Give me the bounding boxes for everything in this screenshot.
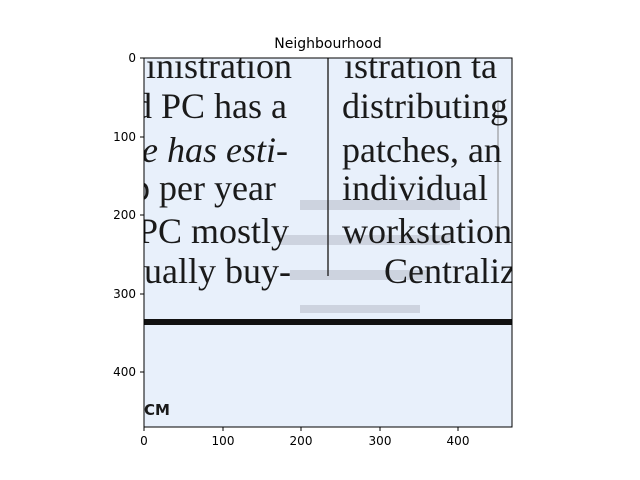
left-line-2: d PC has a — [134, 86, 287, 126]
right-line-5: workstation — [342, 211, 512, 251]
left-line-6: tually buy- — [134, 251, 291, 291]
right-line-2: distributing — [342, 86, 508, 126]
bleed-through — [280, 200, 460, 313]
axes-frame — [143, 57, 513, 428]
left-line-1: inistration — [146, 46, 292, 86]
y-tick-label-100: 100 — [113, 130, 136, 144]
horizontal-rule — [144, 319, 512, 325]
y-tick-label-0: 0 — [128, 51, 136, 65]
right-text-column: istration ta distributing patches, an in… — [342, 46, 516, 291]
right-line-4: individual — [342, 168, 488, 208]
x-tick-label-200: 200 — [290, 434, 313, 448]
x-tick-label-300: 300 — [369, 434, 392, 448]
plot-title: Neighbourhood — [274, 36, 381, 52]
x-tick-label-0: 0 — [140, 434, 148, 448]
y-tick-label-300: 300 — [113, 287, 136, 301]
x-tick-label-100: 100 — [212, 434, 235, 448]
right-line-6: Centraliz — [384, 251, 516, 291]
left-text-column: inistration d PC has a e has esti- p per… — [132, 46, 292, 291]
y-axis: 0 100 200 300 400 — [113, 51, 144, 379]
scanned-image: inistration d PC has a e has esti- p per… — [132, 46, 516, 427]
right-line-1: istration ta — [344, 46, 497, 86]
y-tick-label-200: 200 — [113, 208, 136, 222]
right-line-3: patches, an — [342, 130, 502, 170]
y-tick-label-400: 400 — [113, 365, 136, 379]
left-line-4: p per year — [132, 168, 276, 208]
left-line-5: PC mostly — [138, 211, 289, 251]
left-line-3: e has esti- — [142, 130, 288, 170]
x-axis: 0 100 200 300 400 — [140, 427, 469, 448]
corner-mark: CM — [144, 401, 170, 419]
x-tick-label-400: 400 — [447, 434, 470, 448]
